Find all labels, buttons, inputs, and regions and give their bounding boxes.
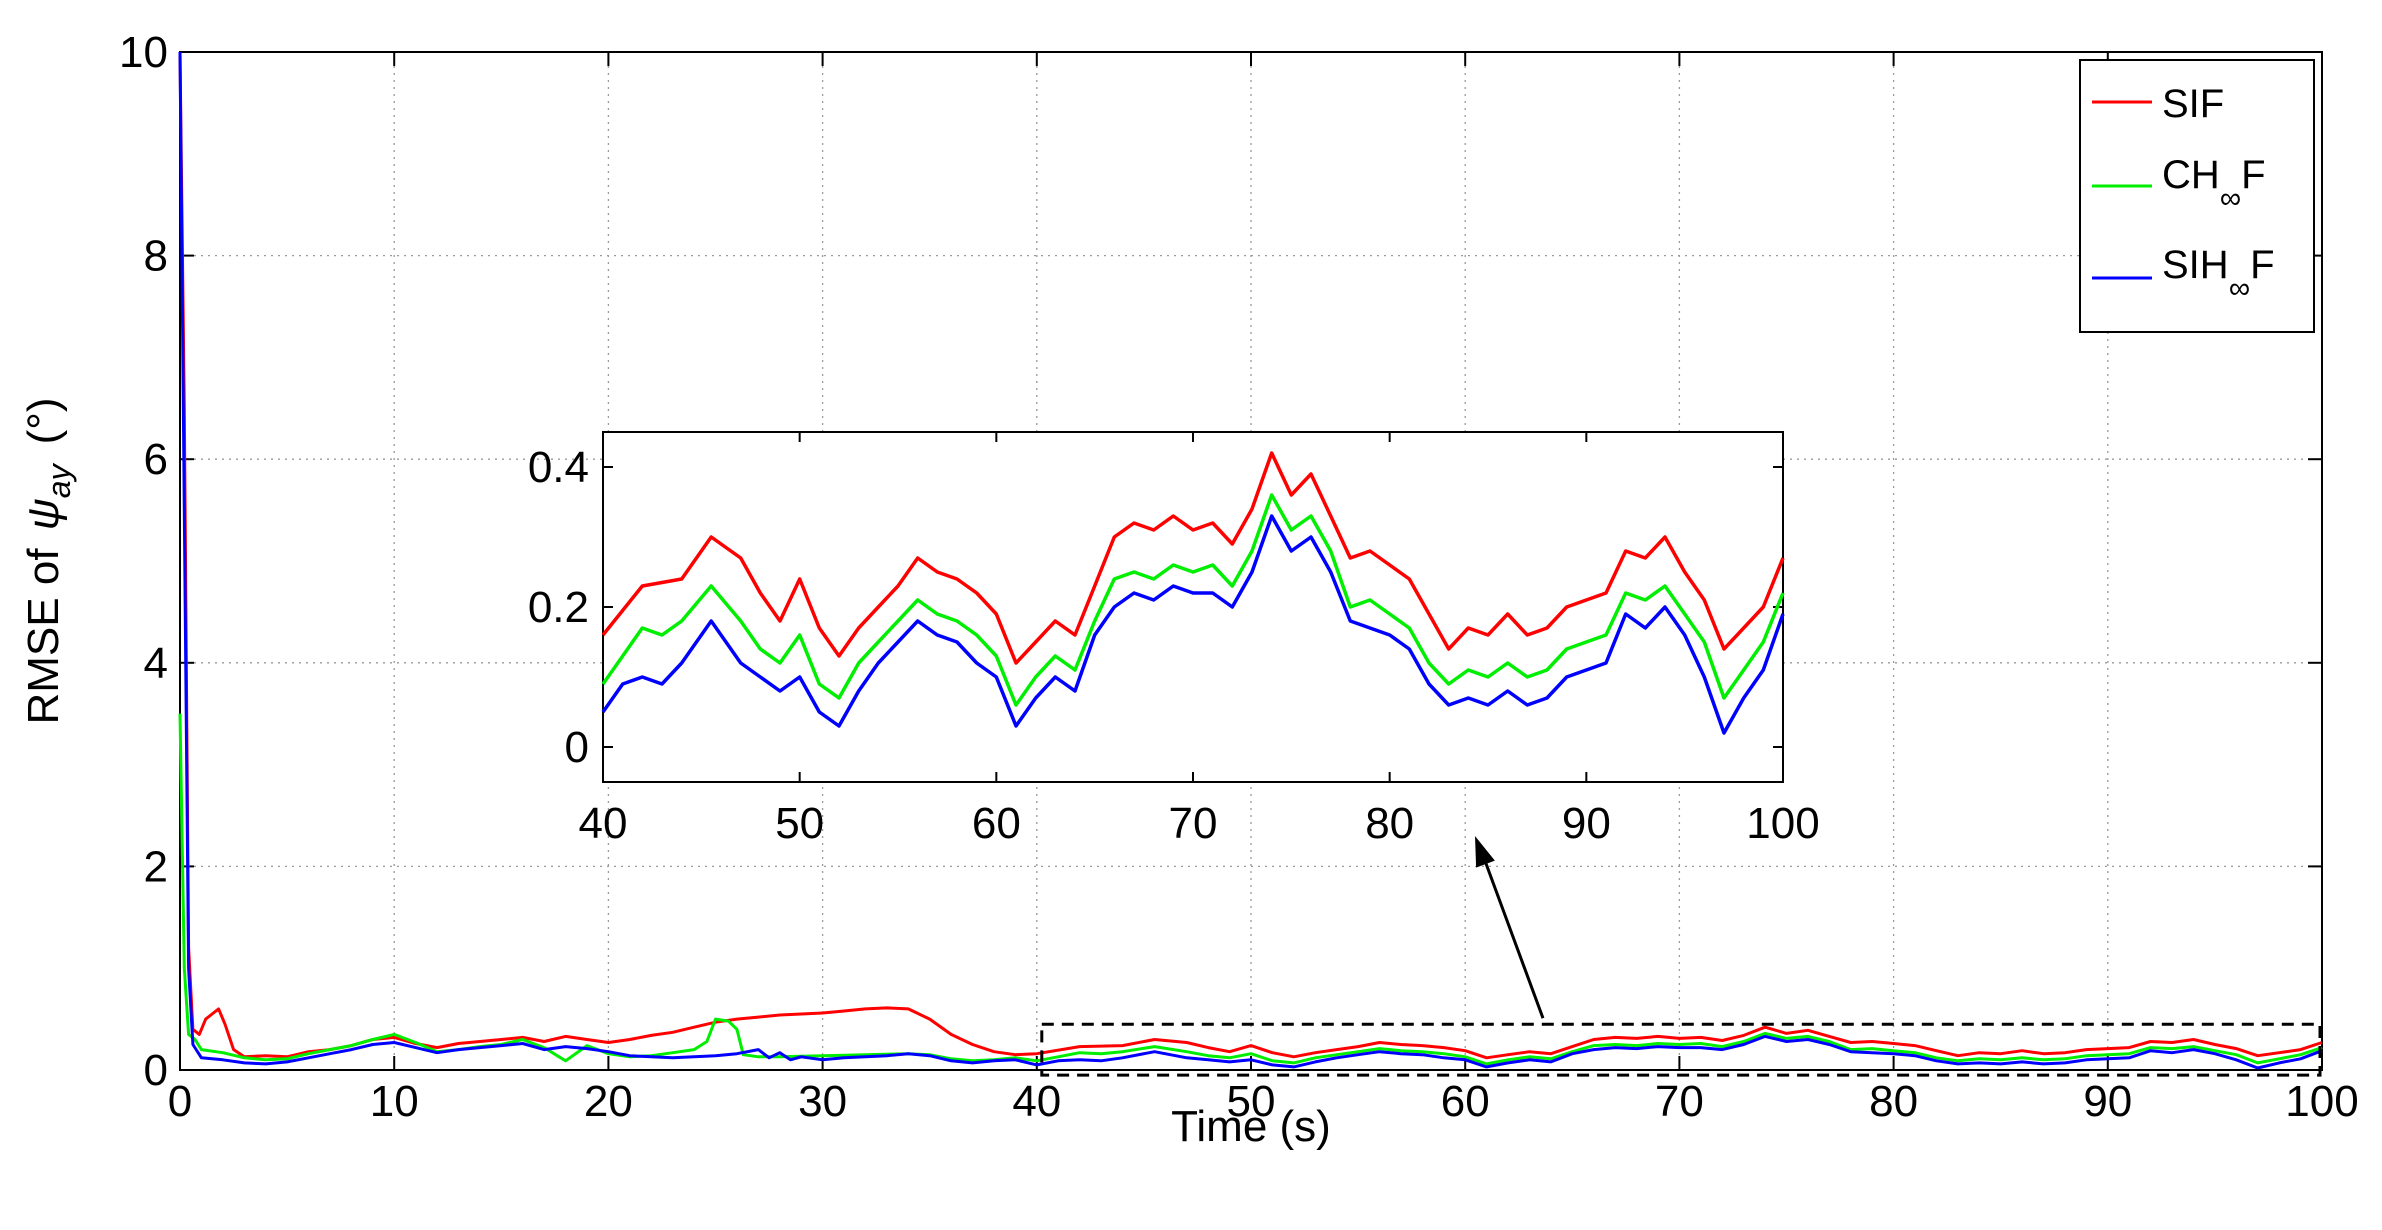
x-tick-label-80: 80 xyxy=(1869,1077,1918,1126)
x-tick-label-40: 40 xyxy=(1012,1077,1061,1126)
x-tick-label-70: 70 xyxy=(1655,1077,1704,1126)
x-tick-label-20: 20 xyxy=(584,1077,633,1126)
x-tick-label-100: 100 xyxy=(2285,1077,2358,1126)
y-axis-label-subscript: ay xyxy=(41,462,77,498)
y-tick-label-4: 4 xyxy=(144,639,168,688)
legend-label-chinff-main: CH xyxy=(2162,153,2220,197)
legend-label-sif: SIF xyxy=(2162,82,2224,126)
x-axis-label: Time (s) xyxy=(1171,1102,1331,1151)
y-tick-label-10: 10 xyxy=(119,28,168,77)
legend-label-sihinff-end: F xyxy=(2250,243,2274,287)
inset-x-tick-label-60: 60 xyxy=(972,799,1021,848)
series-line-SIHinfF-inset xyxy=(601,514,1785,735)
x-tick-label-30: 30 xyxy=(798,1077,847,1126)
zoom-region-box xyxy=(1040,1022,2322,1077)
legend-label-chinff: CH∞F xyxy=(2162,153,2266,215)
legend-label-chinff-end: F xyxy=(2241,153,2265,197)
y-tick-label-2: 2 xyxy=(144,842,168,891)
inset-background xyxy=(603,432,1783,782)
inset-x-tick-label-50: 50 xyxy=(775,799,824,848)
legend-label-sihinff-sub: ∞ xyxy=(2229,272,2250,305)
legend-label-chinff-sub: ∞ xyxy=(2220,182,2241,215)
y-axis-label-prefix: RMSE of xyxy=(19,536,68,724)
y-tick-label-0: 0 xyxy=(144,1046,168,1095)
inset-y-tick-label-2: 0.4 xyxy=(528,443,589,492)
y-axis-label-symbol: ψ xyxy=(19,498,68,530)
zoom-arrowhead xyxy=(1475,836,1495,868)
legend-label-sihinff: SIH∞F xyxy=(2162,243,2275,305)
inset-x-tick-label-90: 90 xyxy=(1562,799,1611,848)
main-ticks: 0 10 20 30 40 50 60 70 80 90 100 0 2 4 6 8 10 xyxy=(119,28,2359,1126)
y-axis-label: RMSE of ψay (°) xyxy=(19,398,77,725)
x-tick-label-50: 50 xyxy=(1227,1077,1276,1126)
inset-y-tick-label-1: 0.2 xyxy=(528,583,589,632)
inset-x-tick-label-40: 40 xyxy=(579,799,628,848)
series-line-SIF-inset xyxy=(601,451,1785,665)
inset-x-tick-label-80: 80 xyxy=(1365,799,1414,848)
y-tick-label-6: 6 xyxy=(144,435,168,484)
y-tick-label-8: 8 xyxy=(144,232,168,281)
x-tick-label-10: 10 xyxy=(370,1077,419,1126)
legend: SIF CH∞F SIH∞F xyxy=(2079,59,2315,333)
series-line-SIF xyxy=(178,51,2323,1060)
inset-x-tick-label-70: 70 xyxy=(1169,799,1218,848)
main-series xyxy=(178,51,2323,1070)
x-tick-label-90: 90 xyxy=(2083,1077,2132,1126)
series-line-CHinfF-inset xyxy=(601,493,1785,707)
inset-y-tick-label-0: 0 xyxy=(565,723,589,772)
inset-x-tick-label-100: 100 xyxy=(1746,799,1819,848)
legend-box xyxy=(2079,59,2315,333)
x-tick-label-0: 0 xyxy=(168,1077,192,1126)
zoom-arrow xyxy=(1479,849,1545,1019)
inset-ticks: 40 50 60 70 80 90 100 0 0.2 0.4 xyxy=(528,432,1820,848)
inset-series xyxy=(601,451,1785,735)
legend-label-sihinff-main: SIH xyxy=(2162,243,2229,287)
x-tick-label-60: 60 xyxy=(1441,1077,1490,1126)
y-axis-label-unit: (°) xyxy=(19,398,68,445)
series-line-SIHinfF xyxy=(178,51,2323,1070)
